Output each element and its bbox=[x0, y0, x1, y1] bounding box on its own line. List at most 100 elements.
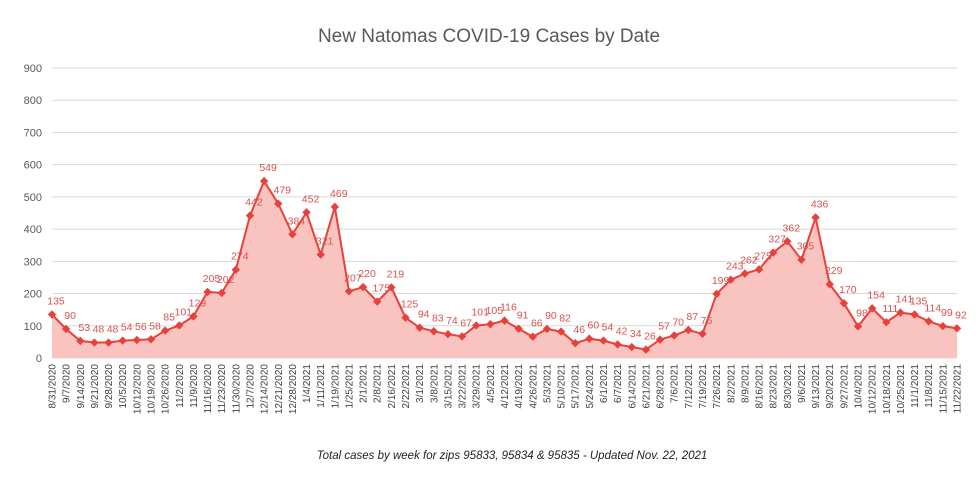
data-marker bbox=[274, 199, 283, 208]
x-tick-label: 5/3/2021 bbox=[542, 364, 553, 403]
data-marker bbox=[613, 340, 622, 349]
data-label: 54 bbox=[602, 322, 614, 334]
x-tick-label: 11/8/2021 bbox=[924, 364, 935, 408]
data-label: 85 bbox=[163, 312, 175, 324]
data-marker bbox=[302, 208, 311, 217]
data-marker bbox=[401, 313, 410, 322]
x-tick-label: 9/28/2020 bbox=[104, 364, 115, 409]
x-tick-label: 7/6/2021 bbox=[670, 364, 681, 403]
data-marker bbox=[415, 323, 424, 332]
y-axis-ticks: 0 100 200 300 400 500 600 700 800 900 bbox=[24, 63, 42, 365]
data-marker bbox=[104, 338, 113, 347]
y-tick-label: 300 bbox=[24, 256, 42, 268]
data-marker bbox=[571, 338, 580, 348]
data-label: 362 bbox=[783, 222, 801, 234]
x-tick-label: 3/15/2021 bbox=[443, 364, 454, 409]
data-label: 53 bbox=[78, 322, 90, 334]
y-tick-label: 600 bbox=[24, 160, 42, 172]
x-tick-label: 12/21/2020 bbox=[274, 364, 285, 414]
x-tick-label: 11/9/2020 bbox=[189, 364, 200, 408]
x-tick-label: 4/26/2021 bbox=[528, 364, 539, 409]
x-tick-label: 5/17/2021 bbox=[571, 364, 582, 409]
x-tick-label: 11/2/2020 bbox=[175, 364, 186, 408]
data-marker bbox=[231, 265, 241, 274]
data-markers bbox=[47, 176, 962, 354]
data-marker bbox=[811, 213, 820, 222]
data-marker bbox=[344, 287, 354, 296]
x-tick-label: 12/28/2020 bbox=[288, 364, 299, 414]
data-label: 42 bbox=[616, 325, 628, 337]
x-tick-label: 11/23/2020 bbox=[217, 364, 228, 414]
data-label: 57 bbox=[658, 321, 670, 333]
data-label: 125 bbox=[401, 299, 419, 311]
data-label: 98 bbox=[856, 307, 868, 319]
data-label: 83 bbox=[432, 312, 444, 324]
x-tick-label: 12/14/2020 bbox=[260, 364, 271, 414]
data-label: 56 bbox=[135, 321, 147, 333]
data-label: 199 bbox=[712, 275, 730, 287]
x-tick-label: 6/21/2021 bbox=[641, 364, 652, 409]
x-tick-label: 11/15/2021 bbox=[938, 364, 949, 414]
x-tick-label: 11/22/2021 bbox=[953, 364, 964, 414]
data-label: 60 bbox=[588, 320, 600, 332]
data-marker bbox=[698, 329, 707, 339]
data-label: 74 bbox=[446, 315, 458, 327]
data-marker bbox=[641, 345, 651, 354]
data-label: 101 bbox=[471, 306, 489, 318]
data-label: 275 bbox=[754, 250, 772, 262]
data-label: 305 bbox=[797, 241, 815, 253]
x-tick-label: 6/14/2021 bbox=[627, 364, 638, 409]
x-tick-label: 7/19/2021 bbox=[698, 364, 709, 409]
data-marker bbox=[160, 326, 170, 335]
data-label: 92 bbox=[955, 309, 967, 321]
y-tick-label: 900 bbox=[24, 63, 42, 75]
data-marker bbox=[175, 321, 184, 330]
data-marker bbox=[669, 331, 679, 340]
data-label: 111 bbox=[882, 303, 898, 315]
data-label: 321 bbox=[316, 236, 334, 248]
x-tick-label: 9/6/2021 bbox=[797, 364, 808, 403]
data-label: 202 bbox=[217, 274, 235, 286]
data-marker bbox=[585, 334, 594, 343]
data-marker bbox=[825, 280, 834, 289]
x-tick-label: 2/1/2021 bbox=[359, 364, 370, 403]
data-marker bbox=[500, 316, 509, 325]
data-label: 262 bbox=[740, 255, 758, 267]
data-label: 135 bbox=[47, 296, 65, 308]
x-tick-label: 2/8/2021 bbox=[373, 364, 384, 403]
data-marker bbox=[146, 335, 156, 344]
x-tick-label: 8/16/2021 bbox=[755, 364, 766, 409]
x-tick-label: 4/12/2021 bbox=[500, 364, 511, 409]
data-marker bbox=[896, 308, 905, 317]
data-marker bbox=[90, 338, 99, 347]
data-marker bbox=[457, 332, 467, 341]
data-label: 549 bbox=[259, 162, 277, 174]
data-label: 54 bbox=[121, 322, 133, 334]
data-marker bbox=[542, 324, 552, 334]
data-marker bbox=[726, 275, 735, 284]
data-marker bbox=[839, 299, 849, 308]
data-label: 207 bbox=[344, 272, 362, 284]
x-tick-label: 3/29/2021 bbox=[472, 364, 483, 409]
x-tick-label: 10/4/2021 bbox=[854, 364, 865, 409]
data-label: 90 bbox=[545, 310, 557, 322]
x-tick-label: 1/19/2021 bbox=[330, 364, 341, 409]
x-tick-label: 10/25/2021 bbox=[896, 364, 907, 414]
data-label: 99 bbox=[941, 307, 953, 319]
data-label: 58 bbox=[149, 320, 161, 332]
x-tick-label: 6/28/2021 bbox=[656, 364, 667, 409]
data-marker bbox=[627, 342, 636, 352]
data-marker bbox=[132, 335, 142, 345]
data-marker bbox=[754, 265, 764, 274]
data-marker bbox=[373, 297, 382, 306]
x-tick-label: 8/9/2021 bbox=[740, 364, 751, 403]
data-label: 452 bbox=[302, 193, 320, 205]
x-tick-label: 6/1/2021 bbox=[599, 364, 610, 403]
data-marker bbox=[189, 312, 198, 321]
x-axis-ticks: 8/31/2020 9/7/2020 9/14/2020 9/21/2020 9/28/… bbox=[48, 364, 964, 414]
x-tick-label: 1/11/2021 bbox=[316, 364, 327, 408]
data-marker bbox=[429, 327, 438, 336]
area-fill bbox=[52, 181, 957, 358]
y-tick-label: 800 bbox=[24, 95, 42, 107]
